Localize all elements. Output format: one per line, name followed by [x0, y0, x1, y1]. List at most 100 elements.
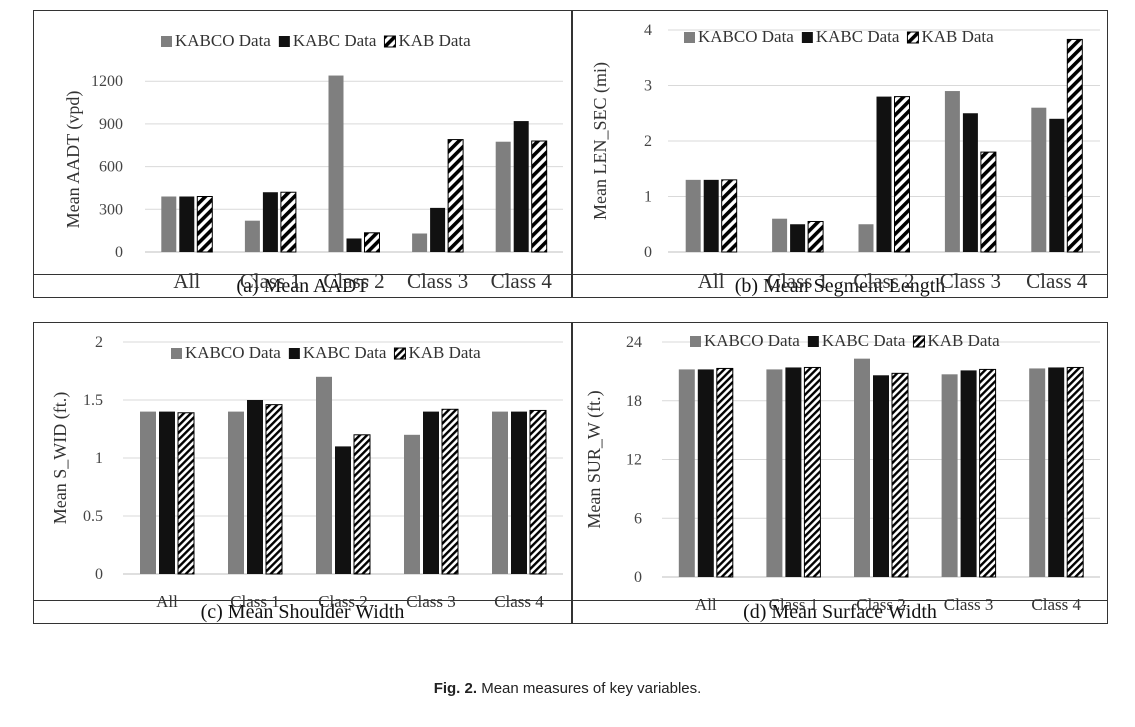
legend-label: KABC Data	[303, 343, 387, 362]
y-tick-label: 2	[644, 133, 652, 150]
y-tick-label: 12	[626, 452, 642, 469]
legend-label: KABC Data	[816, 27, 900, 46]
bar-kab	[1066, 366, 1084, 578]
panel-label: (a) Mean AADT	[236, 275, 368, 297]
x-tick-label: Class 2	[856, 595, 906, 614]
bar-kab	[531, 140, 548, 253]
figure-caption-label: Fig. 2.	[433, 680, 478, 697]
bar-kabco	[685, 179, 701, 252]
legend-swatch	[684, 32, 695, 43]
panel-label-box	[33, 274, 572, 298]
x-tick-label: Class 2	[323, 269, 384, 293]
legend-label: KABCO Data	[704, 331, 800, 350]
bar-kabc	[785, 367, 802, 577]
bar-kabco	[328, 75, 344, 253]
legend-label: KAB Data	[927, 331, 1000, 350]
x-tick-label: Class 4	[491, 269, 553, 293]
legend-label: KABCO Data	[175, 31, 271, 50]
y-tick-label: 1	[95, 450, 103, 467]
legend-swatch	[278, 36, 290, 47]
x-tick-label: Class 1	[240, 269, 301, 293]
legend-swatch	[807, 336, 819, 347]
y-tick-label: 900	[99, 116, 123, 133]
bar-kab	[721, 179, 738, 253]
y-axis-label: Mean SUR_W (ft.)	[584, 390, 605, 528]
bar-kabc	[513, 121, 529, 252]
y-tick-label: 600	[99, 159, 123, 176]
bar-kabc	[346, 238, 362, 252]
bar-kabco	[1031, 107, 1047, 252]
y-tick-label: 1200	[91, 73, 123, 90]
y-tick-label: 3	[644, 78, 652, 95]
legend-swatch	[690, 336, 701, 347]
x-tick-label: Class 3	[406, 592, 456, 611]
bar-kab	[364, 232, 380, 253]
bar-kabc	[430, 207, 446, 252]
bar-kabco	[772, 218, 788, 252]
bar-kab	[894, 96, 910, 253]
bar-kabc	[247, 400, 263, 574]
y-tick-label: 2	[95, 334, 103, 351]
panel-label: (d) Mean Surface Width	[743, 601, 937, 623]
panel-label: (b) Mean Segment Length	[735, 275, 946, 297]
panel-frame	[33, 10, 572, 275]
bar-kabc	[960, 370, 977, 577]
figure-caption-text: Mean measures of key variables.	[481, 680, 702, 697]
panel-frame	[572, 10, 1108, 275]
x-tick-label: Class 4	[1031, 595, 1081, 614]
y-tick-label: 0	[644, 244, 652, 261]
x-tick-label: Class 3	[940, 269, 1001, 293]
bar-kab	[807, 220, 824, 253]
bar-kabco	[244, 220, 260, 252]
legend-swatch	[161, 36, 172, 47]
y-axis-label: Mean S_WID (ft.)	[50, 392, 71, 524]
y-tick-label: 0	[634, 569, 642, 586]
legend-label: KAB Data	[408, 343, 481, 362]
legend-label: KABC Data	[822, 331, 906, 350]
legend-label: KABCO Data	[698, 27, 794, 46]
legend-label: KAB Data	[921, 27, 994, 46]
figure-caption: Fig. 2. Mean measures of key variables.	[0, 680, 1135, 697]
legend-swatch	[912, 335, 925, 348]
legend-swatch	[906, 31, 919, 44]
bar-kab	[447, 139, 464, 253]
y-tick-label: 1	[644, 189, 652, 206]
x-tick-label: Class 3	[944, 595, 994, 614]
bar-kabc	[962, 113, 978, 252]
bar-kabco	[1029, 368, 1046, 577]
bar-kab	[980, 151, 997, 253]
panel-frame	[572, 322, 1108, 601]
legend-swatch	[288, 348, 300, 359]
bar-kab	[353, 434, 371, 575]
y-tick-label: 0	[115, 244, 123, 261]
y-tick-label: 6	[634, 510, 642, 527]
x-tick-label: Class 3	[407, 269, 468, 293]
legend-label: KABCO Data	[185, 343, 281, 362]
bar-kab	[280, 191, 297, 253]
bar-kabco	[228, 411, 244, 574]
bar-kabc	[876, 96, 892, 252]
bar-kabco	[858, 224, 874, 252]
x-tick-label: Class 2	[318, 592, 368, 611]
bar-kab	[803, 366, 821, 578]
bar-kab	[891, 372, 909, 578]
legend-swatch	[801, 32, 813, 43]
x-tick-label: All	[695, 595, 717, 614]
x-tick-label: Class 4	[1026, 269, 1088, 293]
legend-swatch	[393, 347, 406, 360]
legend-swatch	[171, 348, 182, 359]
panel-label-box	[572, 274, 1108, 298]
x-tick-label: Class 1	[767, 269, 828, 293]
y-axis-label: Mean AADT (vpd)	[63, 91, 84, 229]
panel-label: (c) Mean Shoulder Width	[201, 601, 405, 623]
x-tick-label: Class 1	[230, 592, 280, 611]
bar-kab	[716, 367, 734, 578]
bar-kab	[979, 368, 997, 578]
chart-panel-1: (b) Mean Segment Length 0 1 2 3 4 Mean LEN_SEC…	[572, 10, 1108, 298]
y-tick-label: 0.5	[83, 508, 103, 525]
y-axis-label: Mean LEN_SEC (mi)	[590, 62, 611, 220]
bar-kabc	[703, 179, 719, 252]
x-tick-label: Class 2	[853, 269, 914, 293]
x-tick-label: Class 1	[769, 595, 819, 614]
bar-kabc	[179, 196, 195, 252]
